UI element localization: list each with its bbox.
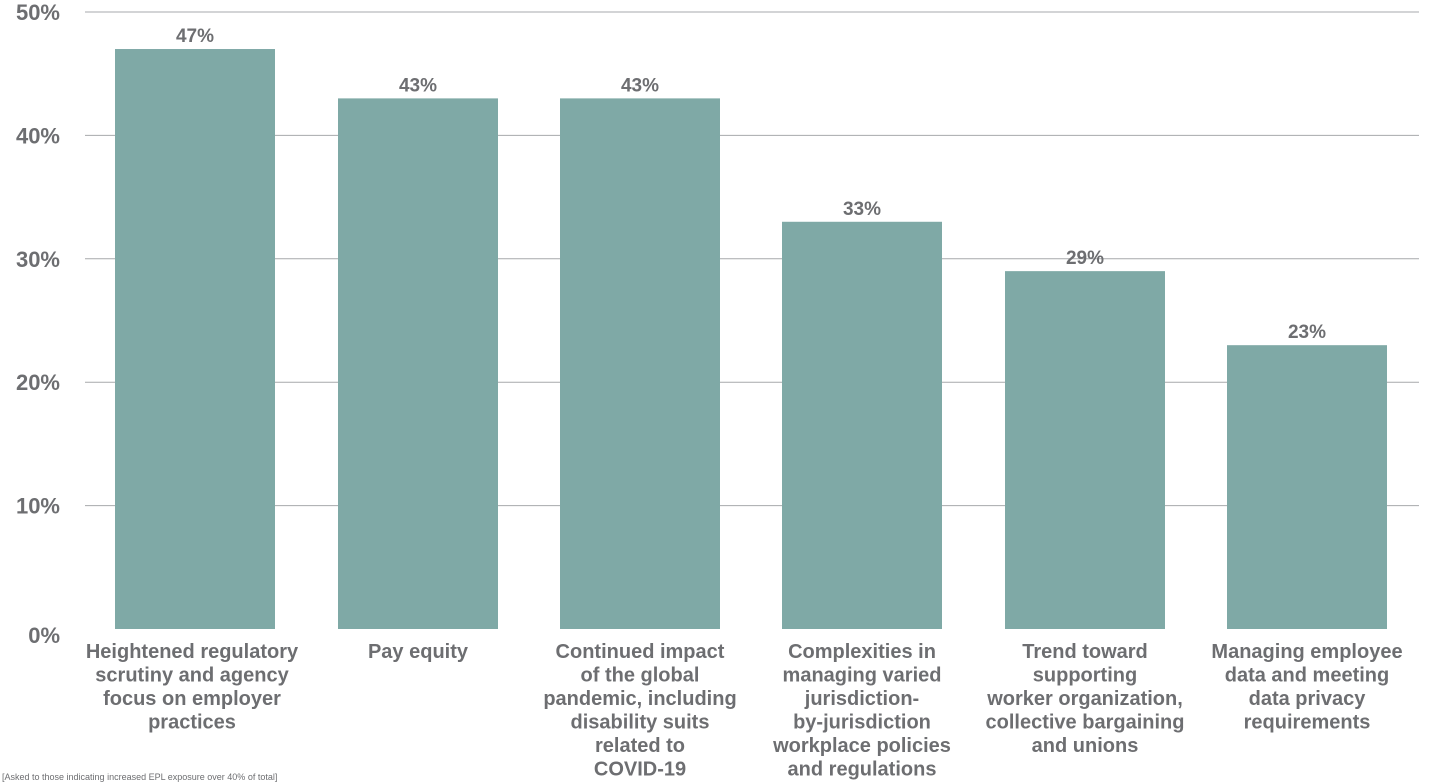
bar (338, 98, 498, 629)
x-axis-category-labels: Heightened regulatory scrutiny and agency… (86, 641, 1403, 781)
bar (560, 98, 720, 629)
category-label-line: workplace policies (772, 735, 951, 757)
category-label-line: pandemic, including (543, 688, 736, 710)
category-label-line: collective bargaining (986, 712, 1185, 734)
category-label-line: data and meeting (1225, 665, 1389, 687)
category-label-line: scrutiny and agency (95, 665, 289, 687)
value-label: 33% (843, 199, 881, 220)
y-tick-label: 30% (16, 247, 60, 272)
y-tick-label: 0% (28, 623, 60, 648)
bar (782, 221, 942, 629)
category-label-line: Complexities in (788, 641, 936, 663)
y-tick-label: 20% (16, 370, 60, 395)
bars (115, 49, 1387, 629)
category-label-line: of the global (581, 665, 700, 687)
category-label-line: COVID-19 (594, 759, 686, 781)
y-tick-label: 10% (16, 494, 60, 519)
footnote: [Asked to those indicating increased EPL… (2, 772, 278, 782)
category-label: Complexities in managing varied jurisdicti… (772, 641, 951, 781)
bar (1227, 345, 1387, 629)
category-label-line: Managing employee (1211, 641, 1402, 663)
bar (1005, 271, 1165, 629)
category-label-line: focus on employer (103, 688, 281, 710)
bar (115, 49, 275, 629)
category-label-line: supporting (1033, 665, 1137, 687)
value-label: 43% (621, 75, 659, 96)
category-label-line: managing varied (783, 665, 942, 687)
category-label-line: practices (148, 712, 236, 734)
category-label-line: worker organization, (986, 688, 1183, 710)
category-label-line: Trend toward (1022, 641, 1148, 663)
value-label: 47% (176, 26, 214, 47)
category-label-line: jurisdiction- (804, 688, 919, 710)
category-label: Heightened regulatory scrutiny and agency… (86, 641, 299, 734)
category-label-line: by-jurisdiction (793, 712, 931, 734)
category-label: Pay equity (368, 641, 469, 663)
value-label: 43% (399, 75, 437, 96)
category-label-line: Pay equity (368, 641, 469, 663)
category-label-line: disability suits (571, 712, 710, 734)
category-label: Managing employee data and meeting data pr… (1211, 641, 1402, 734)
category-label-line: related to (595, 735, 685, 757)
category-label: Continued impact of the global pandemic, i… (543, 641, 736, 781)
value-label: 23% (1288, 322, 1326, 343)
gridlines (85, 11, 1419, 507)
y-tick-label: 50% (16, 0, 60, 25)
y-axis-tick-labels: 0% 10% 20% 30% 40% 50% (16, 0, 60, 648)
value-label: 29% (1066, 248, 1104, 269)
category-label-line: requirements (1244, 712, 1371, 734)
category-label-line: Continued impact (556, 641, 725, 663)
value-labels: 47% 43% 43% 33% 29% 23% (176, 26, 1326, 343)
category-label-line: and unions (1032, 735, 1139, 757)
category-label-line: and regulations (788, 759, 937, 781)
category-label-line: Heightened regulatory (86, 641, 299, 663)
category-label-line: data privacy (1249, 688, 1367, 710)
y-tick-label: 40% (16, 123, 60, 148)
category-label: Trend toward supporting worker organizatio… (986, 641, 1185, 757)
